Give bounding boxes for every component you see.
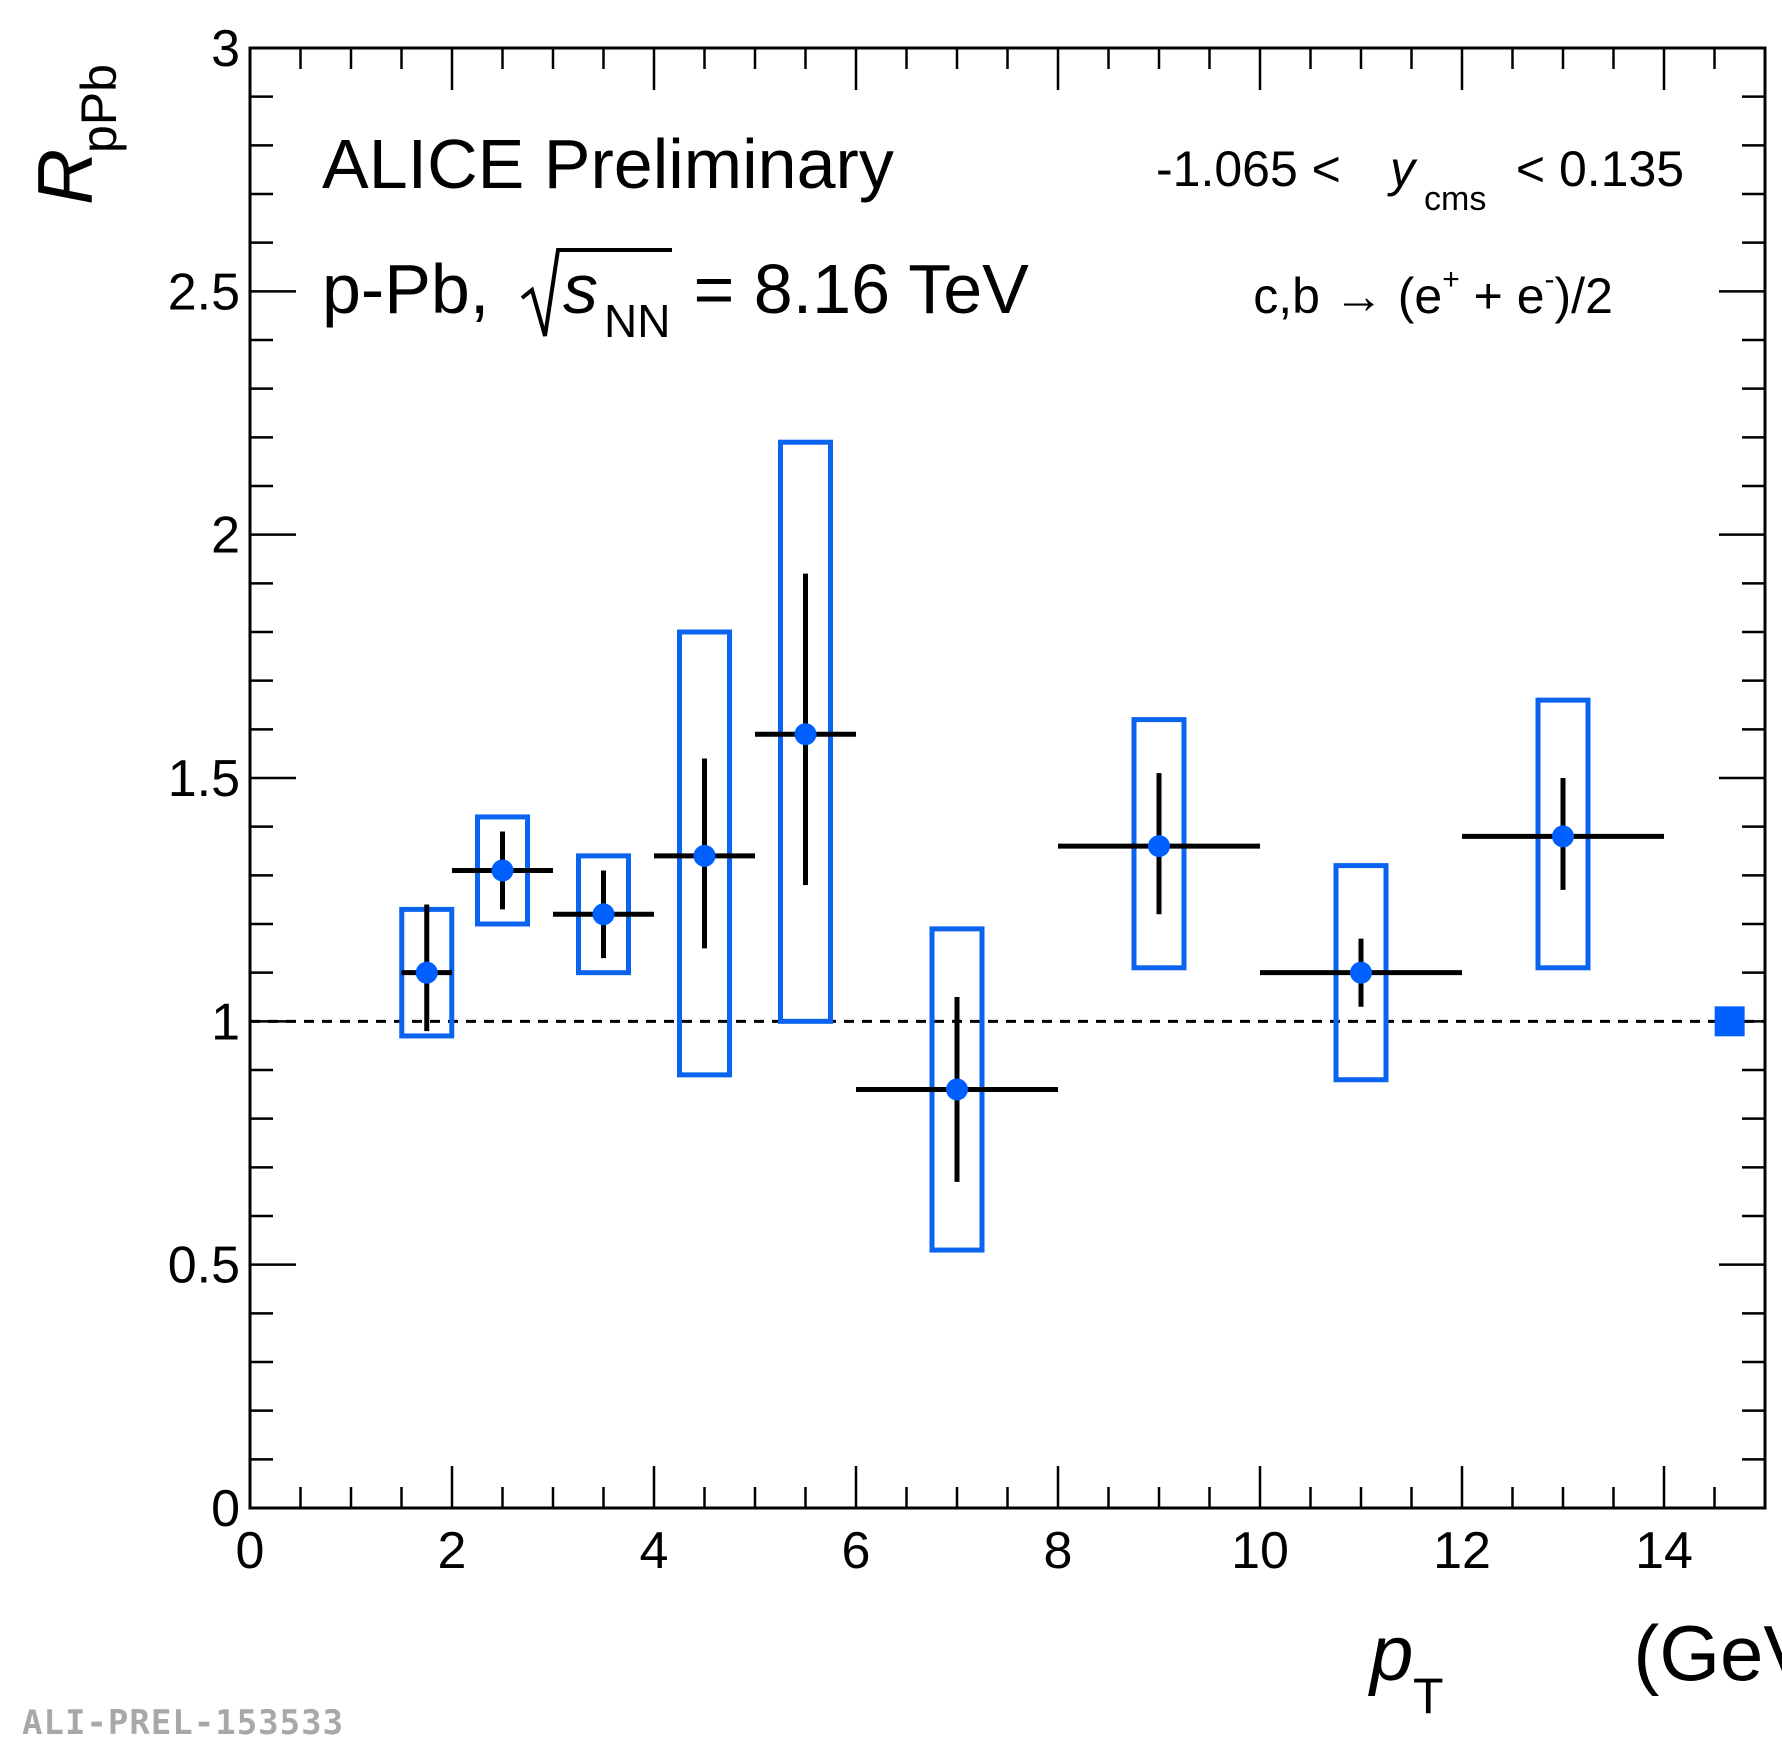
- y-tick-label: 2: [211, 507, 240, 565]
- x-tick-label: 4: [640, 1522, 669, 1580]
- data-point: [1148, 835, 1170, 858]
- y-tick-label: 1.5: [168, 750, 240, 808]
- x-tick-label: 14: [1635, 1522, 1693, 1580]
- y-axis-title: R pPb: [21, 64, 127, 205]
- system-label: p-Pb, s NN = 8.16 TeV: [322, 248, 1029, 347]
- x-tick-label: 6: [842, 1522, 871, 1580]
- y-tick-labels: 0 0.5 1 1.5 2 2.5 3: [168, 20, 240, 1538]
- sqrt-variable: s: [563, 250, 598, 328]
- x-axis-subscript: T: [1413, 1668, 1444, 1724]
- experiment-label: ALICE Preliminary: [322, 125, 894, 203]
- rapidity-label: -1.065 < y cms < 0.135: [1156, 141, 1684, 218]
- x-axis-variable: p: [1368, 1609, 1413, 1697]
- x-tick-labels: 0 2 4 6 8 10 12 14: [236, 1522, 1693, 1580]
- data-markers: [415, 723, 1574, 1101]
- data-point: [592, 903, 615, 926]
- process-base: c,b → (e: [1253, 268, 1442, 324]
- rapidity-subscript: cms: [1424, 180, 1486, 218]
- data-point: [946, 1078, 968, 1101]
- svg-text:c,b → (e+ + e-)/2: c,b → (e+ + e-)/2: [1156, 263, 1682, 324]
- svg-text:p-Pb,: p-Pb,: [322, 250, 489, 328]
- system-prefix: p-Pb,: [322, 250, 489, 328]
- data-point: [794, 723, 817, 746]
- preliminary-watermark: ALI-PREL-153533: [22, 1703, 345, 1743]
- x-tick-label: 2: [438, 1522, 467, 1580]
- y-tick-label: 3: [211, 20, 240, 78]
- y-tick-label: 0: [211, 1480, 240, 1538]
- x-tick-label: 8: [1044, 1522, 1073, 1580]
- statistical-error-bars: [401, 573, 1664, 1182]
- process-sup-plus: +: [1442, 263, 1460, 296]
- process-mid: + e: [1460, 268, 1545, 324]
- rapidity-variable: y: [1387, 141, 1418, 197]
- data-point: [491, 859, 514, 882]
- systematic-uncertainty-boxes: [399, 439, 1591, 1253]
- x-tick-label: 12: [1433, 1522, 1491, 1580]
- process-label: c,b → (e+ + e-)/2: [1156, 263, 1682, 324]
- rapidity-left: -1.065 <: [1156, 141, 1355, 197]
- y-axis-variable: R: [21, 149, 109, 205]
- data-point: [415, 961, 438, 984]
- y-tick-label: 2.5: [168, 263, 240, 321]
- svg-text:(GeV/c): (GeV/c): [1460, 1609, 1782, 1697]
- process-tail: )/2: [1555, 268, 1613, 324]
- y-axis-subscript: pPb: [71, 64, 127, 153]
- x-axis-unit-pre: (GeV/: [1612, 1609, 1782, 1697]
- y-tick-label: 0.5: [168, 1237, 240, 1295]
- data-point: [693, 844, 716, 867]
- x-tick-label: 10: [1231, 1522, 1289, 1580]
- sqrt-subscript: NN: [604, 295, 670, 347]
- data-point: [1350, 961, 1372, 984]
- rapidity-right: < 0.135: [1502, 141, 1684, 197]
- process-sup-minus: -: [1545, 263, 1555, 296]
- data-point: [1552, 825, 1574, 848]
- system-suffix: = 8.16 TeV: [674, 250, 1029, 328]
- x-tick-label: 0: [236, 1522, 265, 1580]
- sqrt-sign-icon: [520, 248, 672, 337]
- normalization-uncertainty-box: [1714, 1006, 1745, 1037]
- y-tick-label: 1: [211, 993, 240, 1051]
- x-axis-title: p T (GeV/c): [1368, 1609, 1782, 1724]
